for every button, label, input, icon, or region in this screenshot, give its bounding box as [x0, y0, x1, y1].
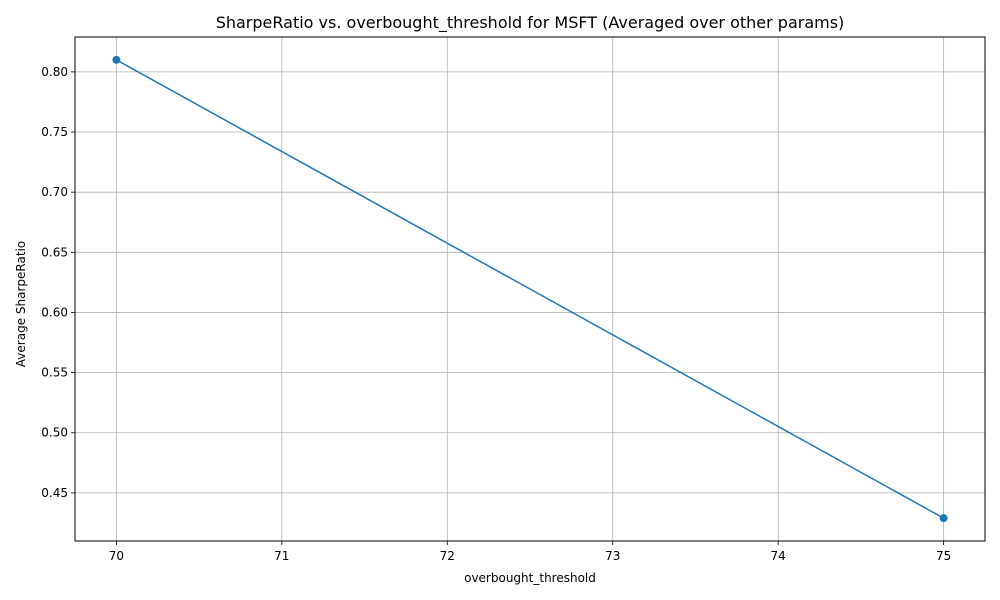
x-tick-label: 73: [605, 549, 620, 563]
x-tick-label: 74: [771, 549, 786, 563]
y-tick-label: 0.50: [41, 426, 68, 440]
y-tick-label: 0.60: [41, 305, 68, 319]
y-tick-label: 0.80: [41, 65, 68, 79]
y-tick-label: 0.70: [41, 185, 68, 199]
data-point: [112, 55, 121, 64]
series-line: [116, 59, 944, 519]
chart-title: SharpeRatio vs. overbought_threshold for…: [216, 13, 845, 33]
x-tick-label: 71: [274, 549, 289, 563]
data-point: [939, 514, 948, 523]
x-axis-label: overbought_threshold: [464, 571, 596, 585]
y-axis-ticks: 0.45 0.50 0.55 0.60 0.65 0.70 0.75 0.80: [41, 65, 75, 500]
y-tick-label: 0.45: [41, 486, 68, 500]
grid-layer: [75, 37, 985, 541]
x-tick-label: 75: [936, 549, 951, 563]
y-tick-label: 0.75: [41, 125, 68, 139]
x-axis-ticks: 70 71 72 73 74 75: [109, 541, 951, 563]
x-tick-label: 72: [440, 549, 455, 563]
x-tick-label: 70: [109, 549, 124, 563]
series-layer: [112, 55, 948, 523]
plot-frame: [74, 36, 986, 542]
y-tick-label: 0.65: [41, 245, 68, 259]
y-tick-label: 0.55: [41, 366, 68, 380]
y-axis-label: Average SharpeRatio: [14, 241, 28, 367]
